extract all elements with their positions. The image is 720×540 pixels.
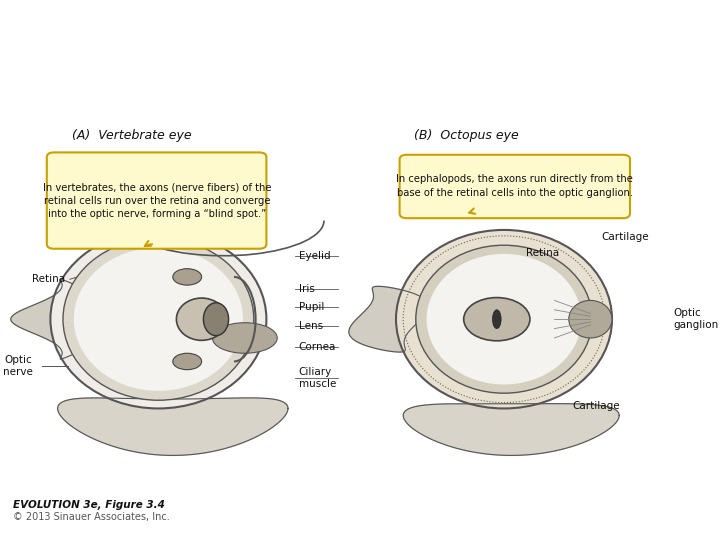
Text: © 2013 Sinauer Associates, Inc.: © 2013 Sinauer Associates, Inc. — [13, 512, 170, 522]
Ellipse shape — [416, 245, 592, 393]
Text: (B)  Octopus eye: (B) Octopus eye — [414, 130, 518, 143]
Text: Lens: Lens — [299, 321, 323, 331]
Text: Optic
nerve: Optic nerve — [3, 355, 32, 377]
Ellipse shape — [212, 323, 277, 353]
Text: Eyelid: Eyelid — [299, 251, 330, 261]
Ellipse shape — [204, 303, 229, 336]
Text: EVOLUTION 3e, Figure 3.4: EVOLUTION 3e, Figure 3.4 — [13, 500, 165, 510]
Ellipse shape — [50, 230, 266, 408]
Ellipse shape — [173, 353, 202, 370]
Text: Figure 3.4  The eyes of a vertebrate and a squid or octopus are an extraordinary: Figure 3.4 The eyes of a vertebrate and … — [9, 14, 720, 49]
Text: Retina: Retina — [32, 274, 65, 284]
Ellipse shape — [173, 269, 202, 285]
Ellipse shape — [492, 310, 501, 328]
Polygon shape — [403, 404, 619, 455]
Text: In cephalopods, the axons run directly from the
base of the retinal cells into t: In cephalopods, the axons run directly f… — [397, 174, 633, 198]
Polygon shape — [58, 398, 288, 455]
Circle shape — [464, 298, 530, 341]
Ellipse shape — [63, 238, 254, 400]
Text: Optic
ganglion: Optic ganglion — [673, 308, 719, 330]
Ellipse shape — [569, 300, 612, 338]
Text: Ciliary
muscle: Ciliary muscle — [299, 367, 336, 389]
FancyBboxPatch shape — [47, 152, 266, 249]
Polygon shape — [11, 279, 112, 359]
Text: Cornea: Cornea — [299, 342, 336, 353]
Text: (A)  Vertebrate eye: (A) Vertebrate eye — [72, 130, 192, 143]
Ellipse shape — [176, 298, 227, 340]
Text: Cartilage: Cartilage — [572, 401, 620, 411]
Polygon shape — [349, 286, 428, 352]
Text: Pupil: Pupil — [299, 302, 324, 313]
Ellipse shape — [426, 254, 582, 384]
FancyBboxPatch shape — [400, 155, 630, 218]
Text: Iris: Iris — [299, 284, 315, 294]
Text: Retina: Retina — [526, 248, 559, 259]
Text: In vertebrates, the axons (nerve fibers) of the
retinal cells run over the retin: In vertebrates, the axons (nerve fibers)… — [42, 182, 271, 219]
Text: Cartilage: Cartilage — [601, 232, 649, 242]
Ellipse shape — [74, 247, 243, 391]
Ellipse shape — [396, 230, 612, 408]
